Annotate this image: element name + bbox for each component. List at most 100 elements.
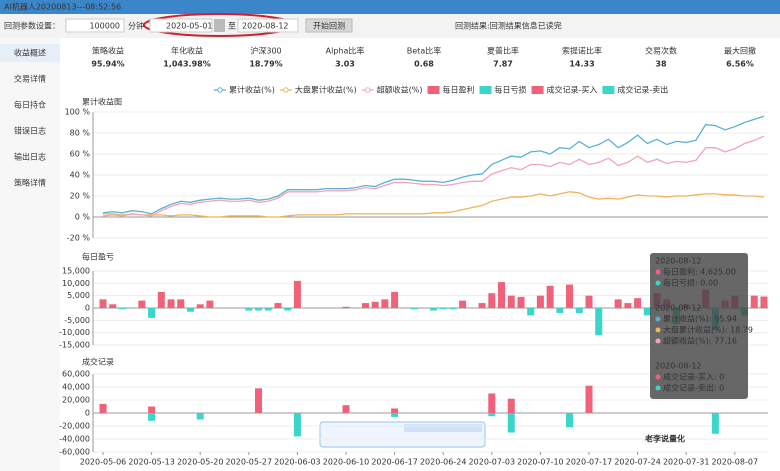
bar bbox=[711, 413, 719, 434]
bar bbox=[255, 308, 263, 311]
y-tick-label: 10,000 bbox=[62, 279, 90, 288]
bar bbox=[410, 308, 418, 310]
metric-value: 7.87 bbox=[493, 60, 513, 69]
y-tick-label: 40 % bbox=[70, 171, 91, 180]
x-tick-label: 2020-06-03 bbox=[274, 458, 321, 467]
bar bbox=[643, 308, 651, 316]
end-input[interactable] bbox=[237, 18, 299, 33]
bar bbox=[488, 293, 496, 308]
bar bbox=[284, 308, 292, 311]
start-input[interactable] bbox=[149, 18, 213, 33]
bar bbox=[148, 406, 156, 413]
tooltip-dot bbox=[655, 269, 661, 275]
bar bbox=[575, 308, 583, 313]
metric-value: 3.03 bbox=[335, 60, 355, 69]
tooltip-item: 累计收益(%): 95.94 bbox=[663, 314, 737, 324]
bar bbox=[206, 300, 214, 308]
title-bar bbox=[0, 0, 780, 14]
bar bbox=[614, 299, 622, 308]
bar bbox=[449, 308, 457, 310]
sidebar-active bbox=[0, 44, 60, 62]
bar bbox=[381, 299, 389, 308]
tooltip-dot bbox=[655, 385, 661, 391]
x-tick-label: 2020-07-24 bbox=[614, 458, 661, 467]
bar bbox=[177, 299, 185, 308]
bar bbox=[507, 398, 515, 413]
bar bbox=[148, 308, 156, 318]
bar bbox=[498, 282, 506, 308]
line bbox=[102, 115, 765, 215]
chart-title: 成交记录 bbox=[82, 357, 114, 367]
y-tick-label: 0 bbox=[85, 409, 90, 418]
bar bbox=[527, 308, 535, 316]
bar bbox=[245, 308, 253, 311]
tooltip-dot bbox=[655, 280, 661, 286]
bar bbox=[556, 308, 564, 313]
start-button[interactable] bbox=[305, 18, 353, 33]
bar bbox=[186, 308, 194, 312]
bar bbox=[196, 413, 204, 420]
metric-label: 年化收益 bbox=[171, 46, 203, 56]
x-tick-label: 2020-07-31 bbox=[663, 458, 710, 467]
tooltip-dot bbox=[655, 316, 661, 322]
y-tick-label: 40,000 bbox=[62, 383, 90, 392]
y-tick-label: 60,000 bbox=[62, 370, 90, 379]
metric-label: 夏普比率 bbox=[487, 46, 519, 56]
legend-label: 成交记录-买入 bbox=[547, 85, 598, 95]
sidebar-item[interactable]: 输出日志 bbox=[14, 152, 46, 162]
bar bbox=[595, 308, 603, 336]
bar bbox=[507, 295, 515, 308]
sidebar-item[interactable]: 错误日志 bbox=[14, 126, 46, 136]
bar bbox=[760, 296, 768, 308]
x-tick-label: 2020-05-27 bbox=[226, 458, 273, 467]
sidebar-item[interactable]: 交易详情 bbox=[14, 74, 46, 84]
bar bbox=[585, 385, 593, 413]
capital-input[interactable] bbox=[65, 18, 125, 33]
tooltip-title: 2020-08-12 bbox=[655, 362, 702, 371]
bar bbox=[439, 308, 447, 310]
bar bbox=[478, 303, 486, 308]
y-tick-label: -20 % bbox=[67, 234, 91, 243]
bar bbox=[371, 301, 379, 308]
sidebar-item[interactable]: 策略详情 bbox=[14, 178, 46, 188]
legend-label: 累计收益(%) bbox=[229, 85, 275, 95]
bar bbox=[536, 295, 544, 308]
x-tick-label: 2020-07-03 bbox=[469, 458, 516, 467]
bar bbox=[148, 413, 156, 421]
x-tick-label: 2020-06-10 bbox=[323, 458, 370, 467]
y-tick-label: -10,000 bbox=[59, 328, 90, 337]
tooltip-item: 每日亏损: 0.00 bbox=[663, 278, 718, 288]
bar bbox=[264, 308, 272, 311]
sidebar-item[interactable]: 每日持仓 bbox=[14, 100, 46, 110]
start-button-label[interactable]: 开始回测 bbox=[313, 21, 345, 31]
bar bbox=[391, 408, 399, 413]
legend-swatch bbox=[479, 86, 492, 94]
legend-label: 每日盈利 bbox=[443, 85, 475, 95]
metric-value: 6.56% bbox=[726, 60, 754, 69]
bar bbox=[566, 413, 574, 428]
y-tick-label: -60,000 bbox=[59, 448, 90, 457]
bar bbox=[624, 303, 632, 308]
metric-value: 38 bbox=[655, 60, 667, 69]
toolbar-label: 回测参数设置： bbox=[4, 21, 60, 31]
metric-label: 最大回撤 bbox=[724, 46, 756, 56]
start-date: 2020-05-01 bbox=[166, 22, 213, 31]
tooltip-title: 2020-08-12 bbox=[655, 304, 702, 313]
period: 分钟 bbox=[128, 21, 144, 31]
y-tick-label: 15,000 bbox=[62, 267, 90, 276]
bar bbox=[391, 413, 399, 417]
metric-label: Beta比率 bbox=[407, 46, 441, 56]
sidebar-item[interactable]: 收益概述 bbox=[14, 48, 46, 58]
bar bbox=[274, 303, 282, 308]
y-tick-label: 20 % bbox=[70, 192, 91, 201]
bar bbox=[293, 280, 301, 308]
y-tick-label: 5,000 bbox=[67, 291, 90, 300]
x-tick-label: 2020-08-07 bbox=[712, 458, 759, 467]
bar bbox=[546, 285, 554, 308]
toolbar bbox=[0, 14, 780, 38]
calendar-icon bbox=[214, 19, 225, 32]
y-tick-label: -20,000 bbox=[59, 422, 90, 431]
y-tick-label: -40,000 bbox=[59, 435, 90, 444]
x-tick-label: 2020-05-06 bbox=[80, 458, 127, 467]
end-date: 2020-08-12 bbox=[242, 22, 289, 31]
